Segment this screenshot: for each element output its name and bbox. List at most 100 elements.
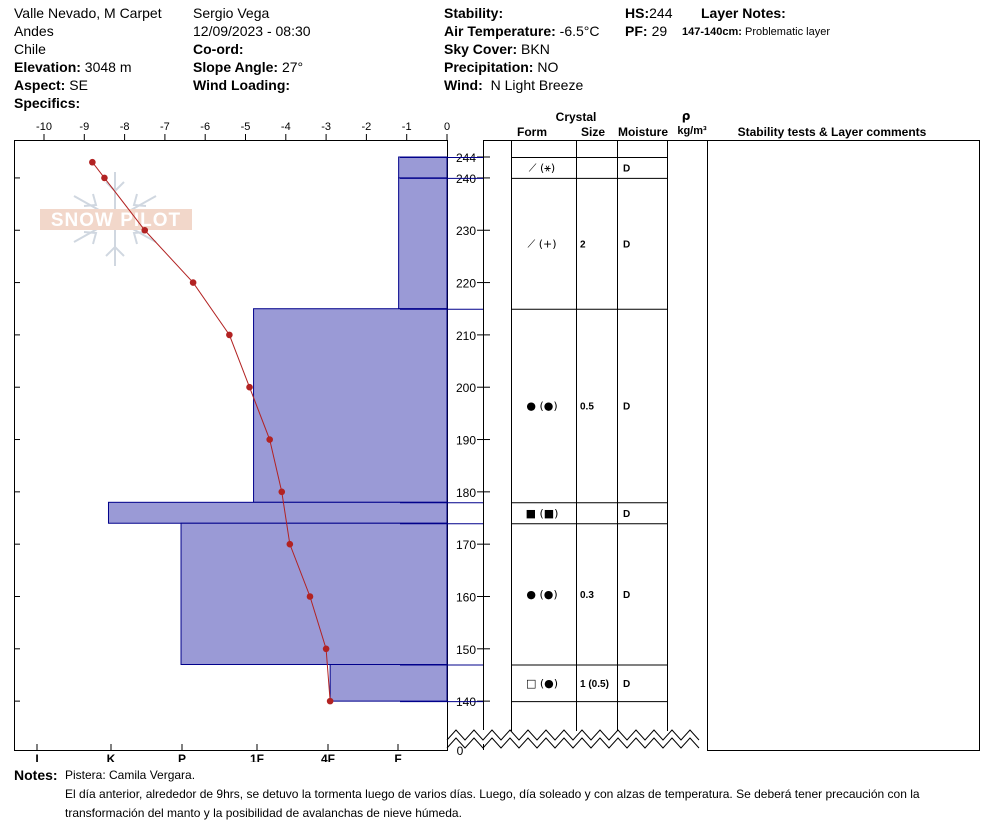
layer-grain-form: ● (●) — [526, 588, 557, 601]
temperature-point — [141, 226, 149, 234]
aspect: Aspect: SE — [14, 76, 88, 94]
hs-value: 244 — [649, 5, 673, 21]
hardness-bar — [398, 177, 448, 310]
height-tick-label: 170 — [456, 538, 476, 552]
hs-label: HS: — [625, 5, 650, 21]
temp-tick-label: -7 — [160, 121, 170, 133]
layer-moisture: D — [623, 590, 630, 601]
coordinates: Co-ord: — [193, 40, 244, 58]
layer-notes-label: Layer Notes: — [701, 5, 786, 21]
hardness-bar — [398, 156, 448, 179]
temp-tick-label: -9 — [79, 121, 89, 133]
notes-line1: Pistera: Camila Vergara. — [65, 768, 196, 782]
temperature-point — [226, 331, 233, 339]
notes-line3: transformación del manto y la posibilida… — [65, 806, 462, 820]
layer-moisture: D — [623, 163, 630, 174]
layer-moisture: D — [623, 402, 630, 413]
wind-value: N Light Breeze — [490, 77, 584, 93]
layer-notes-heading: Layer Notes: — [701, 4, 786, 22]
temp-tick-label: -10 — [36, 121, 52, 133]
stability: Stability: — [444, 4, 503, 22]
slope-angle: Slope Angle: 27° — [193, 58, 303, 76]
snow-profile-chart: SNOW PILOT -10 -9 -8 -7 -6 -5 -4 -3 -2 -1 0 I K P 1F 4… — [14, 109, 980, 762]
wind-label: Wind: — [444, 77, 483, 93]
temp-tick-label: -5 — [241, 121, 251, 133]
specifics-label: Specifics: — [14, 95, 81, 111]
notes-section: Notes: Pistera: Camila Vergara. El día a… — [14, 766, 920, 820]
temperature-point — [286, 540, 294, 548]
stability-label: Stability: — [444, 5, 504, 21]
layer-moisture: D — [623, 239, 630, 250]
height-tick-label: 180 — [456, 486, 476, 500]
coord-label: Co-ord: — [193, 41, 244, 57]
temperature-point — [246, 383, 253, 391]
pf-value: 29 — [651, 23, 668, 39]
location-line3: Chile — [14, 41, 46, 57]
location-line2: Andes — [14, 23, 54, 39]
layer-note-range: 147-140cm: — [682, 26, 742, 38]
elevation-label: Elevation: — [14, 59, 81, 75]
temperature-point — [326, 697, 334, 705]
watermark-band — [40, 209, 192, 230]
temperature-line — [91, 161, 331, 702]
hardness-tick-label: K — [107, 752, 116, 762]
comments-column — [707, 140, 980, 751]
scale-break-line — [446, 729, 700, 741]
temperature-point — [189, 279, 197, 286]
temperature-point — [101, 174, 108, 182]
aspect-label: Aspect: — [14, 77, 66, 93]
aspect-value: SE — [69, 77, 88, 93]
temperature-point — [306, 593, 314, 600]
elevation: Elevation: 3048 m — [14, 58, 132, 76]
rho-header: ρ — [682, 109, 691, 123]
temperature-point — [89, 158, 96, 166]
hardness-tick-label: 4F — [321, 752, 335, 762]
air-temperature: Air Temperature: -6.5°C — [444, 22, 600, 40]
layer-note-text: Problematic layer — [745, 26, 830, 38]
hardness-tick-label: 1F — [250, 752, 264, 762]
layer-grain-size: 0.5 — [580, 402, 594, 413]
hardness-tick-label: I — [35, 752, 38, 762]
temp-tick-label: -3 — [321, 121, 331, 133]
height-tick-label: 220 — [456, 277, 476, 291]
precip-value: NO — [537, 59, 559, 75]
layer-grain-size: 0.3 — [580, 590, 594, 601]
layer-grain-form: ⟋ (+) — [528, 237, 557, 250]
moisture-header: Moisture — [618, 125, 668, 139]
density-unit-header: kg/m³ — [677, 125, 707, 137]
layer-moisture: D — [623, 509, 630, 520]
height-tick-label: 190 — [456, 434, 476, 448]
layer-grain-form: ■ (■) — [526, 507, 559, 520]
comments-header: Stability tests & Layer comments — [738, 125, 927, 139]
sky-cover: Sky Cover: BKN — [444, 40, 550, 58]
sky-label: Sky Cover: — [444, 41, 518, 57]
height-tick-label: 160 — [456, 590, 476, 604]
layer-note: 147-140cm: Problematic layer — [682, 23, 830, 41]
hardness-bar — [253, 308, 448, 503]
precipitation: Precipitation: NO — [444, 58, 558, 76]
temp-tick-label: -2 — [362, 121, 372, 133]
temperature-point — [266, 436, 273, 443]
layer-moisture: D — [623, 679, 630, 690]
temperature-point — [322, 645, 330, 653]
wind: Wind: N Light Breeze — [444, 76, 583, 94]
height-tick-label: 230 — [456, 224, 476, 238]
temperature-point — [278, 488, 286, 496]
watermark-text: SNOW PILOT — [51, 210, 181, 231]
layer-grain-form: ● (●) — [526, 400, 557, 413]
height-tick-label: 150 — [456, 643, 476, 657]
temp-tick-label: -8 — [120, 121, 130, 133]
hardness-tick-label: F — [394, 752, 401, 762]
hardness-bar — [329, 664, 448, 702]
form-header: Form — [517, 125, 547, 139]
wind-loading: Wind Loading: — [193, 76, 290, 94]
height-tick-label: 210 — [456, 329, 476, 343]
slope-value: 27° — [281, 59, 304, 75]
layer-grain-size: 1 (0.5) — [580, 679, 609, 690]
observation-datetime: 12/09/2023 - 08:30 — [193, 23, 311, 39]
temp-tick-label: -6 — [200, 121, 210, 133]
temp-tick-label: 0 — [444, 121, 450, 133]
elevation-value: 3048 m — [84, 59, 132, 75]
specifics: Specifics: — [14, 94, 80, 112]
layer-grain-size: 2 — [580, 239, 586, 250]
